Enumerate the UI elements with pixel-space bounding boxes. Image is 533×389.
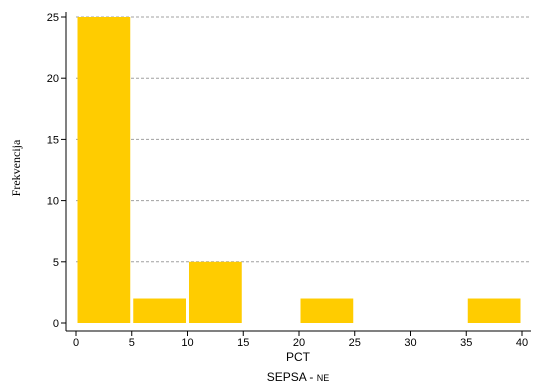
y-tick-label-15: 15	[47, 134, 59, 146]
bars-group	[77, 17, 521, 323]
chart-subtitle: SEPSA - NE	[267, 370, 330, 384]
y-tick-label-5: 5	[53, 257, 59, 269]
x-tick-label-5: 5	[129, 337, 135, 349]
x-tick-label-10: 10	[181, 337, 193, 349]
x-tick-label-35: 35	[460, 337, 472, 349]
x-axis-ticks: 0 5 10 15 20 25 30 35 40	[73, 331, 528, 349]
y-axis-ticks: 0 5 10 15 20 25	[47, 12, 66, 330]
x-tick-label-40: 40	[516, 337, 528, 349]
subtitle-main: SEPSA -	[267, 370, 317, 384]
x-tick-label-20: 20	[293, 337, 305, 349]
x-tick-label-0: 0	[73, 337, 79, 349]
subtitle-small: NE	[317, 373, 330, 383]
bar-3	[300, 298, 354, 323]
y-axis-label: Frekvencija	[9, 139, 23, 196]
y-tick-label-20: 20	[47, 73, 59, 85]
y-tick-label-0: 0	[53, 318, 59, 330]
axes	[65, 12, 531, 332]
x-tick-label-30: 30	[404, 337, 416, 349]
x-tick-label-15: 15	[237, 337, 249, 349]
y-tick-label-25: 25	[47, 12, 59, 24]
bar-4	[467, 298, 521, 323]
bar-2	[189, 261, 242, 323]
grid-lines	[76, 16, 530, 263]
y-tick-label-10: 10	[47, 196, 59, 208]
x-tick-label-25: 25	[349, 337, 361, 349]
bar-0	[77, 17, 131, 323]
x-axis-label: PCT	[286, 350, 311, 364]
bar-1	[133, 298, 186, 323]
